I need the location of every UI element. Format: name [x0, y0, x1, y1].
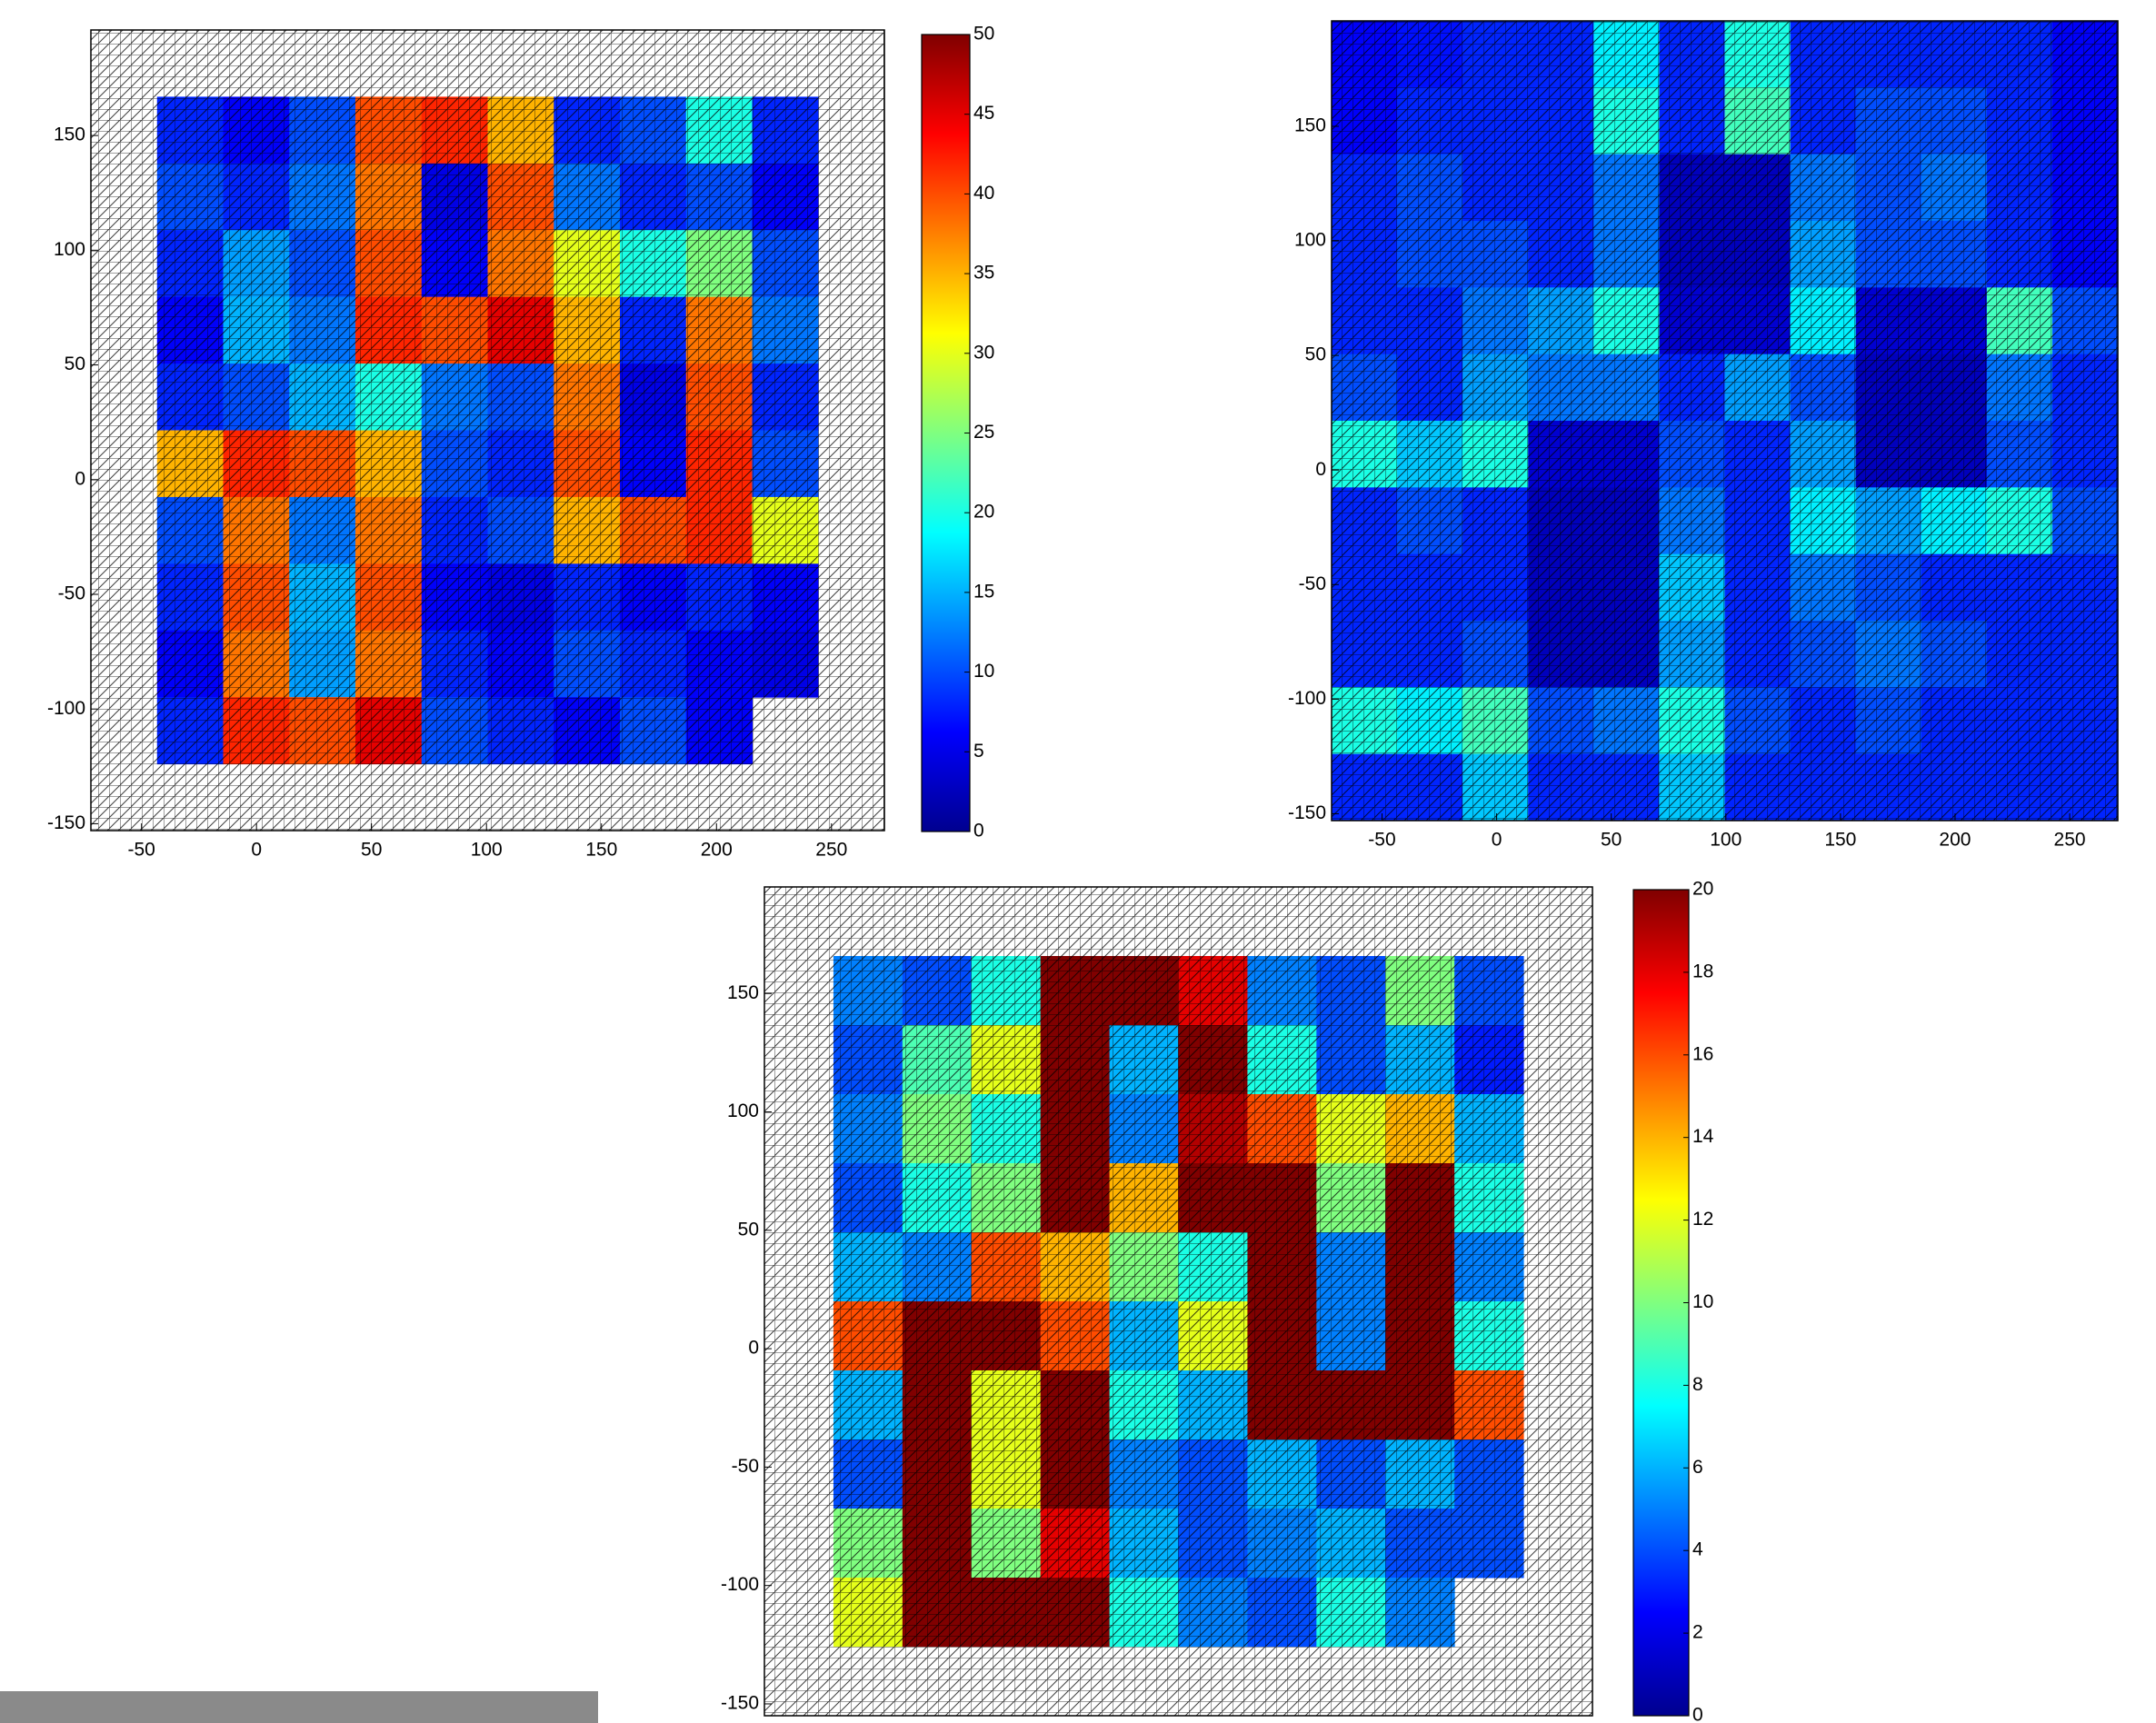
colorbar [922, 35, 970, 832]
x-tick-label: 150 [1824, 830, 1856, 851]
x-tick-label: -50 [1368, 830, 1395, 851]
colorbar-tick-label: 2 [1692, 1622, 1703, 1643]
x-tick-label: 0 [251, 840, 262, 861]
colorbar-tick-label: 20 [1692, 879, 1713, 900]
y-tick-label: 50 [738, 1219, 759, 1240]
colorbar-tick-label: 10 [973, 661, 994, 682]
colorbar-tick-label: 25 [973, 422, 994, 443]
mesh [764, 887, 1592, 1716]
colorbar-tick-label: 5 [973, 741, 984, 762]
colorbar-tick-label: 4 [1692, 1539, 1703, 1560]
colorbar-tick-label: 15 [973, 581, 994, 602]
colorbar-tick-label: 0 [1692, 1705, 1703, 1723]
x-tick-label: 50 [361, 840, 382, 861]
y-tick-label: 0 [748, 1338, 759, 1359]
y-tick-label: 50 [1305, 344, 1326, 365]
y-tick-label: -150 [721, 1693, 759, 1714]
x-tick-label: 250 [815, 840, 847, 861]
y-tick-label: -150 [47, 812, 85, 833]
colorbar-tick-label: 35 [973, 263, 994, 284]
x-tick-label: 100 [1710, 830, 1742, 851]
colorbar-tick-label: 12 [1692, 1209, 1713, 1230]
y-tick-label: 50 [65, 354, 85, 374]
y-tick-label: 0 [1315, 459, 1326, 480]
y-tick-label: -150 [1288, 802, 1326, 823]
x-tick-label: -50 [127, 840, 155, 861]
colorbar-tick-label: 20 [973, 502, 994, 523]
y-tick-label: 0 [75, 468, 85, 489]
colorbar-tick-label: 16 [1692, 1043, 1713, 1064]
colorbar-tick-label: 40 [973, 183, 994, 204]
colorbar [1633, 890, 1689, 1716]
y-tick-label: 100 [54, 239, 85, 260]
y-tick-label: 150 [727, 982, 759, 1003]
y-tick-label: -50 [58, 583, 85, 604]
y-tick-label: -100 [47, 698, 85, 719]
y-tick-label: 100 [1294, 230, 1326, 251]
colorbar-tick-label: 45 [973, 103, 994, 124]
y-tick-label: 150 [54, 124, 85, 145]
y-tick-label: -100 [721, 1574, 759, 1595]
colorbar-tick-label: 8 [1692, 1374, 1703, 1395]
y-tick-label: -100 [1288, 688, 1326, 709]
colorbar-tick-label: 30 [973, 342, 994, 363]
figure: -150-100-50050100150-5005010015020025005… [0, 0, 2156, 1723]
x-tick-label: 50 [1601, 830, 1622, 851]
y-tick-label: 100 [727, 1101, 759, 1121]
mesh [1332, 21, 2118, 821]
x-tick-label: 150 [585, 840, 617, 861]
y-tick-label: -50 [1299, 573, 1326, 594]
mesh [91, 30, 884, 831]
photo-strip [0, 1691, 598, 1723]
x-tick-label: 200 [1939, 830, 1971, 851]
y-tick-label: -50 [732, 1456, 759, 1477]
y-tick-label: 150 [1294, 115, 1326, 136]
colorbar-tick-label: 18 [1692, 961, 1713, 981]
colorbar-tick-label: 10 [1692, 1291, 1713, 1312]
x-tick-label: 100 [471, 840, 503, 861]
colorbar-tick-label: 0 [973, 821, 984, 842]
colorbar-tick-label: 50 [973, 24, 994, 45]
colorbar-tick-label: 6 [1692, 1457, 1703, 1478]
colorbar-tick-label: 14 [1692, 1126, 1714, 1147]
x-tick-label: 200 [701, 840, 733, 861]
x-tick-label: 0 [1492, 830, 1502, 851]
x-tick-label: 250 [2054, 830, 2086, 851]
